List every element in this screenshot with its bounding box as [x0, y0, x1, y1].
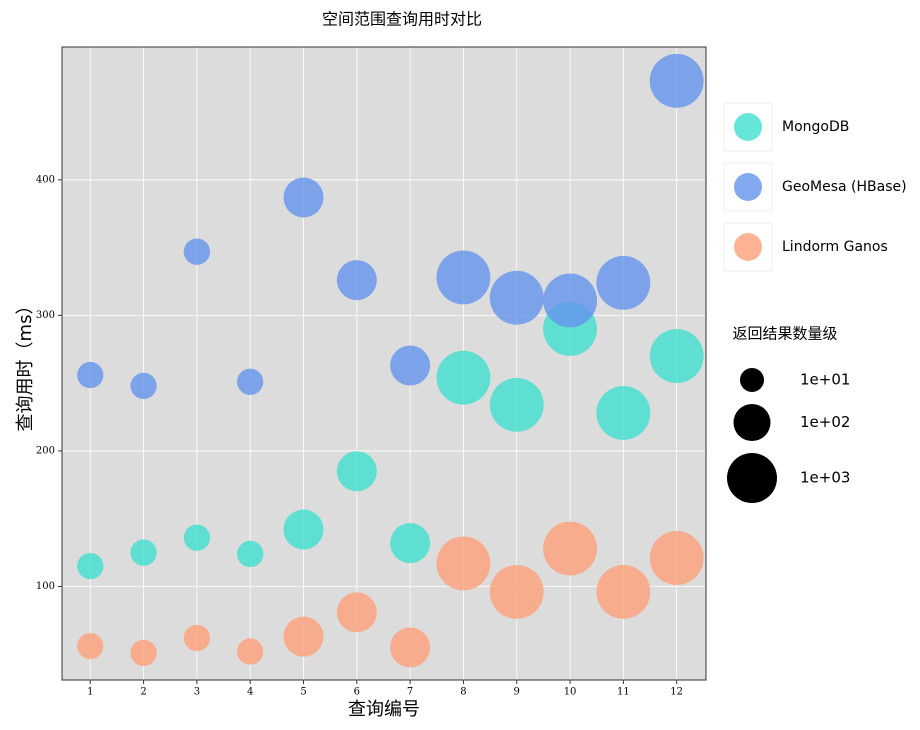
x-tick-label: 3: [194, 687, 200, 698]
x-tick-label: 9: [514, 687, 520, 698]
bubble: [183, 624, 211, 652]
bubble: [237, 368, 264, 395]
bubble: [596, 255, 651, 310]
bubble: [336, 592, 377, 633]
legend-label: GeoMesa (HBase): [782, 179, 907, 195]
x-tick-label: 5: [300, 687, 306, 698]
bubble: [77, 632, 104, 660]
bubble: [649, 53, 704, 108]
bubble: [436, 536, 491, 591]
bubble: [283, 509, 324, 550]
x-tick-label: 12: [670, 687, 683, 698]
legend-marker: [734, 173, 762, 201]
bubble: [596, 564, 651, 619]
bubble: [336, 260, 377, 301]
x-tick-label: 11: [617, 687, 630, 698]
plot-background: [62, 47, 706, 680]
y-tick-label: 400: [36, 174, 55, 185]
y-tick-label: 200: [36, 445, 55, 456]
bubble: [283, 616, 324, 657]
size-legend-marker: [740, 368, 764, 392]
x-tick-label: 6: [354, 687, 360, 698]
y-tick-label: 300: [36, 310, 55, 321]
y-tick-label: 100: [36, 581, 55, 592]
legend-marker: [734, 113, 762, 141]
bubble: [649, 531, 704, 585]
bubble: [183, 238, 211, 265]
bubble: [130, 372, 157, 400]
size-legend-title: 返回结果数量级: [732, 325, 837, 343]
size-legend-label: 1e+03: [800, 469, 850, 487]
x-tick-label: 4: [247, 687, 253, 698]
bubble: [390, 627, 431, 668]
x-tick-label: 2: [140, 687, 146, 698]
size-legend-marker: [727, 453, 777, 503]
x-tick-label: 10: [564, 687, 577, 698]
bubble: [489, 377, 544, 432]
bubble: [436, 350, 491, 405]
size-legend-label: 1e+01: [800, 371, 850, 389]
bubble: [183, 524, 211, 551]
legend-label: Lindorm Ganos: [782, 239, 888, 255]
legend-label: MongoDB: [782, 119, 849, 135]
bubble: [489, 270, 544, 325]
bubble: [237, 540, 264, 568]
x-tick-label: 1: [87, 687, 93, 698]
x-axis-label: 查询编号: [348, 699, 420, 720]
plot-frame: [61, 46, 707, 681]
chart-title: 空间范围查询用时对比: [322, 10, 482, 29]
bubble: [543, 521, 598, 576]
bubble: [130, 539, 157, 566]
bubble: [489, 564, 544, 619]
bubble: [336, 451, 377, 492]
legend-marker: [734, 233, 762, 261]
size-legend-marker: [733, 404, 771, 441]
bubble: [436, 250, 491, 305]
bubble: [77, 361, 104, 389]
bubble: [543, 273, 598, 328]
bubble: [237, 638, 264, 665]
bubble: [77, 552, 104, 580]
bubble: [283, 177, 324, 218]
bubble: [390, 345, 431, 386]
y-axis-label: 查询用时（ms）: [15, 297, 36, 432]
bubble: [130, 639, 157, 667]
bubble: [649, 329, 704, 384]
bubble: [596, 386, 651, 440]
bubble: [390, 523, 431, 564]
x-tick-label: 7: [407, 687, 413, 698]
x-tick-label: 8: [460, 687, 466, 698]
size-legend-label: 1e+02: [800, 413, 850, 431]
